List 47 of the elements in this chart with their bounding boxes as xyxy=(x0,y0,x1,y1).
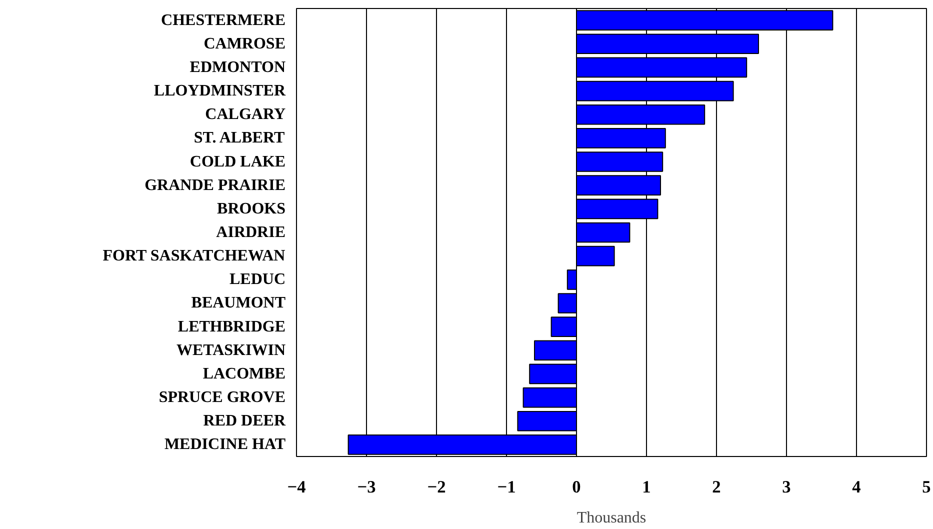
y-tick-label: MEDICINE HAT xyxy=(164,436,286,454)
x-tick-label: 3 xyxy=(782,478,792,496)
x-tick-label: −4 xyxy=(287,478,306,496)
y-tick-label: CALGARY xyxy=(205,106,286,124)
bar xyxy=(576,222,630,243)
bar xyxy=(529,364,577,384)
x-axis-title: Thousands xyxy=(576,510,646,526)
y-tick-label: LEDUC xyxy=(229,271,286,288)
bar xyxy=(550,316,577,337)
y-tick-label: ST. ALBERT xyxy=(194,130,285,147)
y-tick-label: GRANDE PRAIRIE xyxy=(144,176,286,194)
bar xyxy=(576,104,706,125)
bar xyxy=(576,80,734,102)
y-tick-label: BEAUMONT xyxy=(191,294,286,312)
y-tick-label: CHESTERMERE xyxy=(161,12,286,29)
bar xyxy=(576,34,759,54)
bar xyxy=(534,340,577,361)
bar xyxy=(566,269,577,290)
x-tick-label: 0 xyxy=(572,478,581,496)
x-tick-label: −1 xyxy=(497,478,516,496)
y-tick-label: AIRDRIE xyxy=(216,224,286,241)
x-tick-label: −3 xyxy=(357,478,376,496)
bar xyxy=(576,128,666,148)
y-tick-label: EDMONTON xyxy=(190,58,286,76)
x-tick-label: 2 xyxy=(712,478,721,496)
y-tick-label: LLOYDMINSTER xyxy=(154,82,286,100)
bar xyxy=(576,175,661,196)
x-tick-label: 5 xyxy=(922,478,932,496)
bar xyxy=(517,410,577,432)
bar xyxy=(576,152,664,172)
y-tick-label: COLD LAKE xyxy=(190,153,286,170)
y-tick-label: LACOMBE xyxy=(202,365,286,382)
y-tick-label: RED DEER xyxy=(203,412,286,430)
y-tick-label: CAMROSE xyxy=(204,35,286,52)
bar xyxy=(576,198,658,220)
x-tick-label: −2 xyxy=(427,478,446,496)
x-tick-label: 1 xyxy=(642,478,651,496)
y-tick-label: SPRUCE GROVE xyxy=(158,389,286,406)
y-tick-label: LETHBRIDGE xyxy=(178,318,286,336)
y-tick-label: WETASKIWIN xyxy=(176,342,286,359)
bar xyxy=(522,387,577,408)
x-tick-label: 4 xyxy=(852,478,862,496)
bar xyxy=(576,246,615,266)
y-tick-label: BROOKS xyxy=(217,200,286,218)
bar xyxy=(558,293,577,314)
y-tick-label: FORT SASKATCHEWAN xyxy=(102,248,286,265)
bar xyxy=(576,57,748,78)
